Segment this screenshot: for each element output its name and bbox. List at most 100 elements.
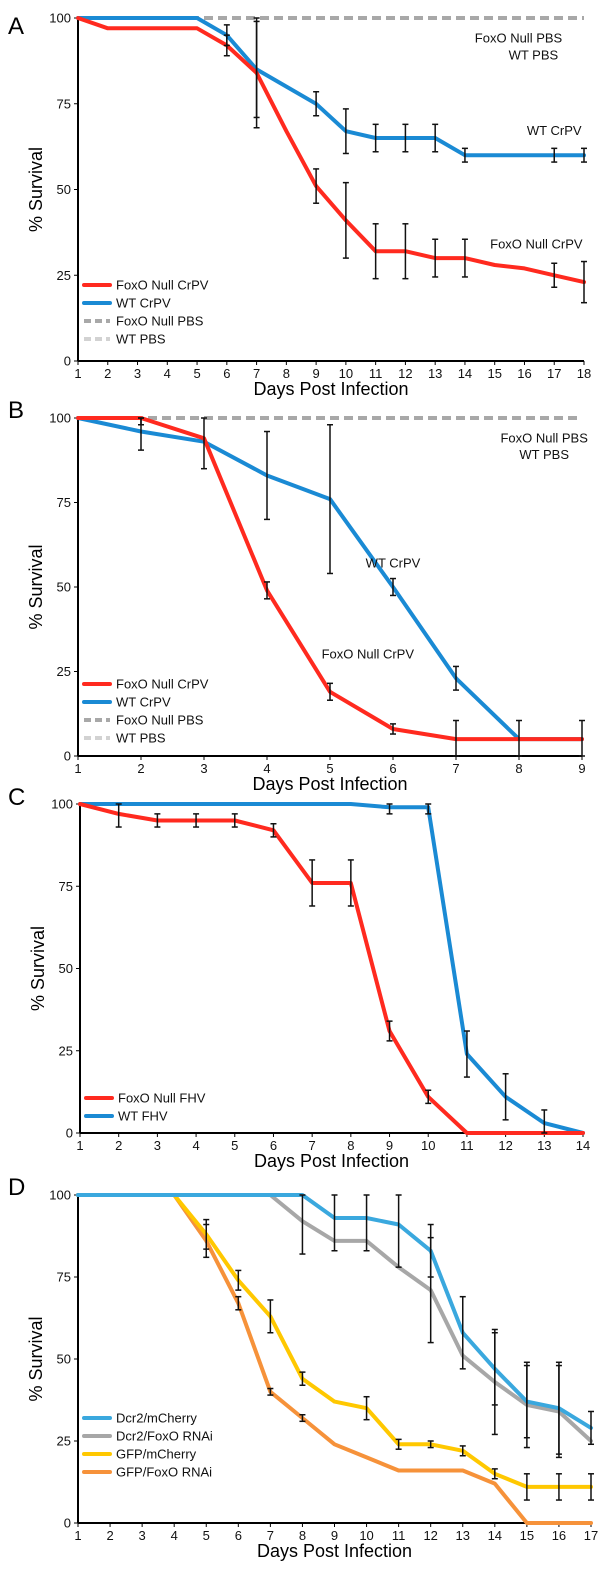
x-tick-label: 6 [235, 1528, 242, 1543]
legend: Dcr2/mCherry Dcr2/FoxO RNAi GFP/mCherry GFP… [82, 1411, 213, 1480]
series-annotation: WT PBS [519, 447, 569, 462]
y-tick-label: 50 [57, 182, 71, 197]
y-tick-label: 75 [57, 1270, 71, 1285]
y-tick-label: 25 [57, 268, 71, 283]
x-axis-title: Days Post Infection [254, 1151, 409, 1171]
legend-label: FoxO Null FHV [118, 1091, 206, 1106]
series-annotation: WT CrPV [527, 123, 582, 138]
legend-label: Dcr2/FoxO RNAi [116, 1429, 213, 1444]
x-tick-label: 18 [577, 366, 591, 381]
x-tick-label: 1 [76, 1138, 83, 1153]
x-tick-label: 7 [253, 366, 260, 381]
series-line [76, 16, 586, 285]
x-tick-label: 4 [263, 761, 270, 776]
y-axis-title: % Survival [26, 147, 46, 232]
x-tick-label: 7 [267, 1528, 274, 1543]
x-tick-label: 4 [164, 366, 171, 381]
y-tick-label: 100 [51, 797, 73, 812]
x-tick-label: 4 [192, 1138, 199, 1153]
x-tick-label: 10 [359, 1528, 373, 1543]
legend-label: GFP/mCherry [116, 1447, 197, 1462]
x-tick-label: 17 [584, 1528, 598, 1543]
x-tick-label: 12 [498, 1138, 512, 1153]
x-tick-label: 2 [104, 366, 111, 381]
legend: FoxO Null CrPV WT CrPV FoxO Null PBS WT PBS [82, 278, 209, 347]
error-bar-layer [115, 803, 548, 1134]
x-tick-label: 14 [458, 366, 472, 381]
y-axis-title: % Survival [26, 1316, 46, 1401]
y-tick-label: 25 [57, 664, 71, 679]
y-tick-label: 0 [64, 1516, 71, 1531]
x-tick-label: 3 [139, 1528, 146, 1543]
x-tick-label: 10 [421, 1138, 435, 1153]
x-tick-label: 7 [309, 1138, 316, 1153]
legend: FoxO Null FHV WT FHV [84, 1091, 206, 1124]
x-tick-label: 8 [347, 1138, 354, 1153]
legend-label: WT PBS [116, 731, 166, 746]
series-line [76, 16, 586, 158]
x-tick-label: 16 [517, 366, 531, 381]
x-tick-label: 6 [270, 1138, 277, 1153]
legend-label: FoxO Null PBS [116, 713, 204, 728]
error-bar-layer [138, 417, 585, 757]
series-layer [76, 16, 586, 285]
x-tick-label: 9 [578, 761, 585, 776]
panel-b: B 0 25 50 75 100 1 2 3 4 5 6 7 8 9 Days Post Infection%… [8, 397, 588, 794]
y-tick-label: 75 [57, 495, 71, 510]
x-tick-label: 13 [456, 1528, 470, 1543]
series-line [78, 802, 585, 1135]
x-tick-label: 12 [423, 1528, 437, 1543]
legend-label: FoxO Null CrPV [116, 677, 209, 692]
x-tick-label: 2 [106, 1528, 113, 1543]
series-annotation: WT PBS [509, 48, 559, 63]
series-annotation: FoxO Null PBS [475, 31, 563, 46]
x-tick-label: 2 [137, 761, 144, 776]
x-tick-label: 9 [386, 1138, 393, 1153]
y-axis-title: % Survival [28, 926, 48, 1011]
x-axis-title: Days Post Infection [253, 379, 408, 399]
x-tick-label: 3 [134, 366, 141, 381]
series-annotation: FoxO Null CrPV [490, 236, 583, 251]
series-annotation: FoxO Null CrPV [322, 647, 415, 662]
x-tick-label: 2 [115, 1138, 122, 1153]
panel-letter: A [8, 13, 24, 40]
series-annotation: FoxO Null PBS [500, 430, 588, 445]
y-tick-label: 0 [64, 749, 71, 764]
y-tick-label: 0 [64, 354, 71, 369]
series-line [78, 802, 585, 1135]
x-tick-label: 1 [74, 761, 81, 776]
x-tick-label: 15 [520, 1528, 534, 1543]
legend: FoxO Null CrPV WT CrPV FoxO Null PBS WT PBS [82, 677, 209, 746]
x-tick-label: 7 [452, 761, 459, 776]
y-tick-label: 50 [59, 961, 73, 976]
x-tick-label: 14 [488, 1528, 502, 1543]
x-tick-label: 5 [326, 761, 333, 776]
x-tick-label: 8 [283, 366, 290, 381]
y-tick-label: 100 [49, 11, 71, 26]
x-tick-label: 3 [154, 1138, 161, 1153]
x-tick-label: 15 [487, 366, 501, 381]
x-tick-label: 16 [552, 1528, 566, 1543]
legend-label: WT PBS [116, 332, 166, 347]
y-tick-label: 25 [57, 1434, 71, 1449]
legend-label: FoxO Null CrPV [116, 278, 209, 293]
x-tick-label: 11 [369, 366, 383, 381]
x-tick-label: 5 [231, 1138, 238, 1153]
x-tick-label: 10 [339, 366, 353, 381]
x-tick-label: 14 [576, 1138, 590, 1153]
x-tick-label: 6 [223, 366, 230, 381]
x-tick-label: 5 [203, 1528, 210, 1543]
x-axis-title: Days Post Infection [257, 1541, 412, 1561]
y-tick-label: 75 [59, 879, 73, 894]
series-layer [78, 802, 585, 1135]
legend-label: Dcr2/mCherry [116, 1411, 197, 1426]
x-tick-label: 6 [389, 761, 396, 776]
y-tick-label: 0 [66, 1126, 73, 1141]
x-tick-label: 11 [460, 1138, 474, 1153]
panel-letter: D [8, 1174, 25, 1201]
x-tick-label: 3 [200, 761, 207, 776]
x-tick-label: 11 [392, 1528, 406, 1543]
